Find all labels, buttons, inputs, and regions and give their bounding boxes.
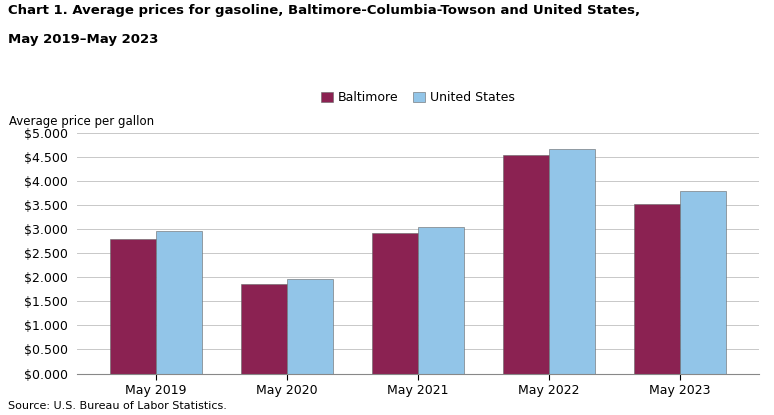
Bar bbox=[241, 284, 287, 374]
Bar bbox=[680, 191, 726, 374]
Text: Average price per gallon: Average price per gallon bbox=[9, 115, 155, 128]
Bar bbox=[418, 227, 464, 374]
Text: Chart 1. Average prices for gasoline, Baltimore-Columbia-Towson and United State: Chart 1. Average prices for gasoline, Ba… bbox=[8, 4, 640, 17]
Legend: Baltimore, United States: Baltimore, United States bbox=[317, 86, 519, 109]
Bar bbox=[549, 149, 594, 374]
Bar bbox=[634, 204, 680, 374]
Bar bbox=[503, 155, 549, 374]
Bar bbox=[156, 231, 202, 374]
Text: May 2019–May 2023: May 2019–May 2023 bbox=[8, 33, 158, 46]
Text: Source: U.S. Bureau of Labor Statistics.: Source: U.S. Bureau of Labor Statistics. bbox=[8, 401, 227, 411]
Bar bbox=[372, 233, 418, 374]
Bar bbox=[287, 279, 333, 374]
Bar bbox=[110, 239, 156, 374]
